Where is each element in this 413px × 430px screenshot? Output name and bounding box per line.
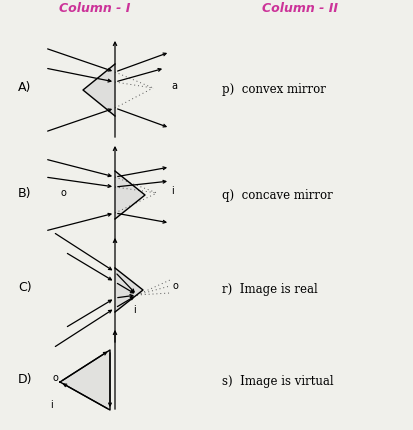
Text: i: i: [50, 400, 53, 410]
Polygon shape: [60, 350, 110, 410]
Text: q)  concave mirror: q) concave mirror: [221, 188, 332, 202]
Polygon shape: [115, 268, 142, 312]
Polygon shape: [115, 171, 145, 219]
Text: A): A): [18, 82, 31, 95]
Text: Column - II: Column - II: [261, 3, 337, 15]
Text: i: i: [133, 305, 136, 315]
Text: a: a: [171, 81, 177, 91]
Text: o: o: [60, 188, 66, 198]
Text: r)  Image is real: r) Image is real: [221, 283, 317, 297]
Text: Column - I: Column - I: [59, 3, 131, 15]
Text: p)  convex mirror: p) convex mirror: [221, 83, 325, 96]
Text: o: o: [52, 373, 58, 383]
Text: C): C): [18, 282, 31, 295]
Text: D): D): [18, 374, 33, 387]
Polygon shape: [83, 64, 115, 116]
Text: B): B): [18, 187, 31, 200]
Text: s)  Image is virtual: s) Image is virtual: [221, 375, 333, 388]
Text: o: o: [173, 281, 178, 291]
Text: i: i: [171, 186, 173, 196]
